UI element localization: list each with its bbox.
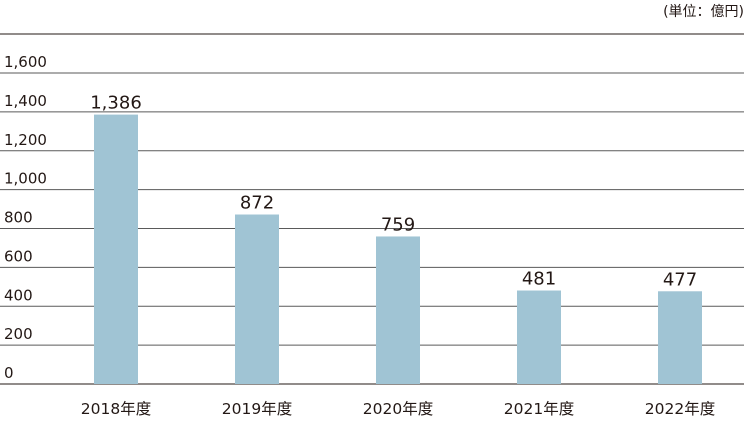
y-tick-label-0: 0 xyxy=(4,364,14,382)
y-tick-label-1200: 1,200 xyxy=(4,131,47,149)
y-tick-label-800: 800 xyxy=(4,209,33,227)
data-label-2018年度: 1,386 xyxy=(90,93,142,114)
bar-2019年度 xyxy=(235,214,279,384)
bars xyxy=(94,114,702,384)
y-tick-label-400: 400 xyxy=(4,286,33,304)
bar-2021年度 xyxy=(517,290,561,384)
data-label-2021年度: 481 xyxy=(522,269,556,290)
unit-label: (単位：億円) xyxy=(663,4,744,20)
x-category-label-2018年度: 2018年度 xyxy=(81,400,151,418)
y-tick-label-1600: 1,600 xyxy=(4,53,47,71)
x-category-label-2022年度: 2022年度 xyxy=(645,400,715,418)
x-category-label-2020年度: 2020年度 xyxy=(363,400,433,418)
bar-2020年度 xyxy=(376,236,420,384)
data-labels: 1,386 872 759 481 477 xyxy=(90,93,697,291)
y-tick-label-200: 200 xyxy=(4,325,33,343)
data-label-2020年度: 759 xyxy=(381,214,415,235)
data-label-2022年度: 477 xyxy=(663,269,697,290)
x-category-label-2021年度: 2021年度 xyxy=(504,400,574,418)
y-axis-tick-labels: 0 200 400 600 800 1,000 1,200 1,400 1,600 xyxy=(4,53,47,382)
bar-2022年度 xyxy=(658,291,702,384)
x-axis-category-labels: 2018年度 2019年度 2020年度 2021年度 2022年度 xyxy=(81,400,715,418)
y-tick-label-1000: 1,000 xyxy=(4,170,47,188)
data-label-2019年度: 872 xyxy=(240,193,274,214)
y-tick-label-1400: 1,400 xyxy=(4,92,47,110)
bar-2018年度 xyxy=(94,114,138,384)
x-category-label-2019年度: 2019年度 xyxy=(222,400,292,418)
y-tick-label-600: 600 xyxy=(4,247,33,265)
